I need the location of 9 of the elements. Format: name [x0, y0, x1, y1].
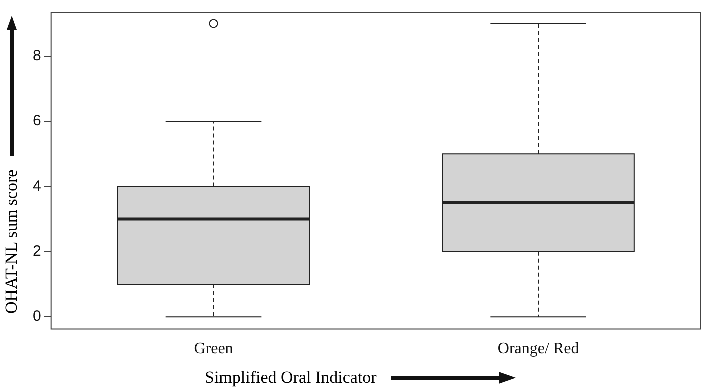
- y-tick-label: 4: [33, 178, 42, 195]
- y-tick-label: 8: [33, 47, 42, 64]
- x-tick-label: Orange/ Red: [498, 340, 580, 358]
- x-tick-label: Green: [194, 340, 234, 358]
- y-tick-label: 0: [33, 308, 42, 326]
- x-axis-title: Simplified Oral Indicator: [205, 368, 377, 388]
- y-axis-title: OHAT-NL sum score: [2, 170, 22, 314]
- y-tick-label: 2: [33, 243, 42, 260]
- y-tick-label: 6: [33, 112, 42, 130]
